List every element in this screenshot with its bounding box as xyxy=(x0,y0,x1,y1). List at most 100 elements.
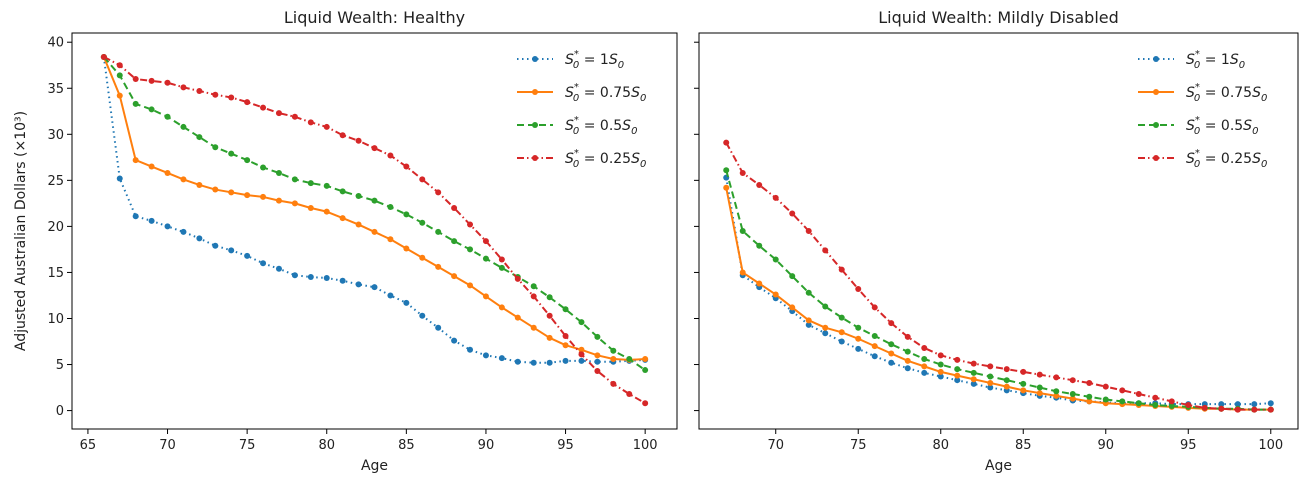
data-point xyxy=(482,352,489,359)
data-point xyxy=(116,72,123,79)
data-point xyxy=(822,324,829,331)
data-point xyxy=(954,356,961,363)
series-4 xyxy=(100,53,649,407)
data-point xyxy=(987,384,994,391)
data-point xyxy=(451,337,458,344)
data-point xyxy=(1234,401,1241,408)
data-point xyxy=(723,167,730,174)
data-point xyxy=(1251,406,1258,413)
data-point xyxy=(871,332,878,339)
data-point xyxy=(904,365,911,372)
data-point xyxy=(482,293,489,300)
data-point xyxy=(1020,387,1027,394)
data-point xyxy=(855,324,862,331)
data-point xyxy=(1152,402,1159,409)
data-point xyxy=(578,319,585,326)
y-tick-label: 40 xyxy=(47,36,64,51)
legend-label: S* 0 = 1S0 xyxy=(1186,49,1245,71)
data-point xyxy=(578,351,585,358)
legend-marker xyxy=(532,155,538,161)
data-point xyxy=(871,353,878,360)
data-point xyxy=(987,363,994,370)
data-point xyxy=(467,221,474,228)
data-point xyxy=(291,113,298,120)
data-point xyxy=(228,94,235,101)
data-point xyxy=(419,254,426,261)
data-point xyxy=(339,132,346,139)
data-point xyxy=(723,139,730,146)
x-tick-label: 90 xyxy=(478,438,495,453)
data-point xyxy=(451,273,458,280)
series-3 xyxy=(100,53,649,374)
legend-marker xyxy=(1153,89,1159,95)
data-point xyxy=(498,256,505,263)
data-point xyxy=(212,186,219,193)
data-point xyxy=(1135,400,1142,407)
data-point xyxy=(435,189,442,196)
data-point xyxy=(498,264,505,271)
series-2 xyxy=(100,53,649,363)
data-point xyxy=(1119,387,1126,394)
data-point xyxy=(148,106,155,113)
data-point xyxy=(1267,406,1274,413)
legend-label: S* 0 = 0.75S0 xyxy=(1186,82,1267,104)
data-point xyxy=(244,192,251,199)
data-point xyxy=(323,123,330,130)
data-point xyxy=(355,221,362,228)
data-point xyxy=(739,269,746,276)
data-point xyxy=(148,163,155,170)
y-tick-label: 30 xyxy=(47,128,64,143)
data-point xyxy=(482,238,489,245)
data-point xyxy=(904,348,911,355)
data-point xyxy=(642,356,649,363)
data-point xyxy=(1218,405,1225,412)
data-point xyxy=(291,200,298,207)
data-point xyxy=(116,62,123,69)
data-point xyxy=(467,346,474,353)
data-point xyxy=(435,324,442,331)
data-point xyxy=(275,110,282,117)
data-point xyxy=(339,277,346,284)
data-point xyxy=(756,181,763,188)
y-tick-label: 15 xyxy=(47,266,64,281)
data-point xyxy=(1102,383,1109,390)
data-point xyxy=(100,53,107,60)
x-tick-label: 80 xyxy=(318,438,335,453)
data-point xyxy=(838,338,845,345)
x-tick-label: 100 xyxy=(1258,438,1283,453)
data-point xyxy=(772,291,779,298)
data-point xyxy=(888,350,895,357)
data-point xyxy=(1086,398,1093,405)
data-point xyxy=(451,204,458,211)
data-point xyxy=(1036,390,1043,397)
data-point xyxy=(148,77,155,84)
legend-label: S* 0 = 0.25S0 xyxy=(1186,148,1267,170)
data-point xyxy=(387,152,394,159)
data-point xyxy=(387,204,394,211)
y-tick-label: 35 xyxy=(47,82,64,97)
data-point xyxy=(970,360,977,367)
data-point xyxy=(132,213,139,220)
data-point xyxy=(164,223,171,230)
x-axis-label: Age xyxy=(985,458,1012,474)
data-point xyxy=(164,79,171,86)
x-tick-label: 95 xyxy=(557,438,574,453)
data-point xyxy=(196,181,203,188)
data-point xyxy=(546,359,553,366)
x-tick-label: 80 xyxy=(932,438,949,453)
panel-2: Liquid Wealth: Mildly Disabled 70 75 80 85 90… xyxy=(694,8,1299,474)
series-4 xyxy=(723,139,1274,413)
data-point xyxy=(578,346,585,353)
data-point xyxy=(371,197,378,204)
data-point xyxy=(921,344,928,351)
series-line xyxy=(725,177,1271,406)
data-point xyxy=(937,368,944,375)
data-point xyxy=(642,367,649,374)
legend: S* 0 = 1S0 S* 0 = 0.75S0 S* 0 = 0.5S0 S* 0 = 0.… xyxy=(1138,49,1267,170)
data-point xyxy=(1053,374,1060,381)
data-point xyxy=(403,211,410,218)
data-point xyxy=(530,293,537,300)
series-line xyxy=(103,56,646,371)
data-point xyxy=(739,169,746,176)
data-point xyxy=(212,91,219,98)
